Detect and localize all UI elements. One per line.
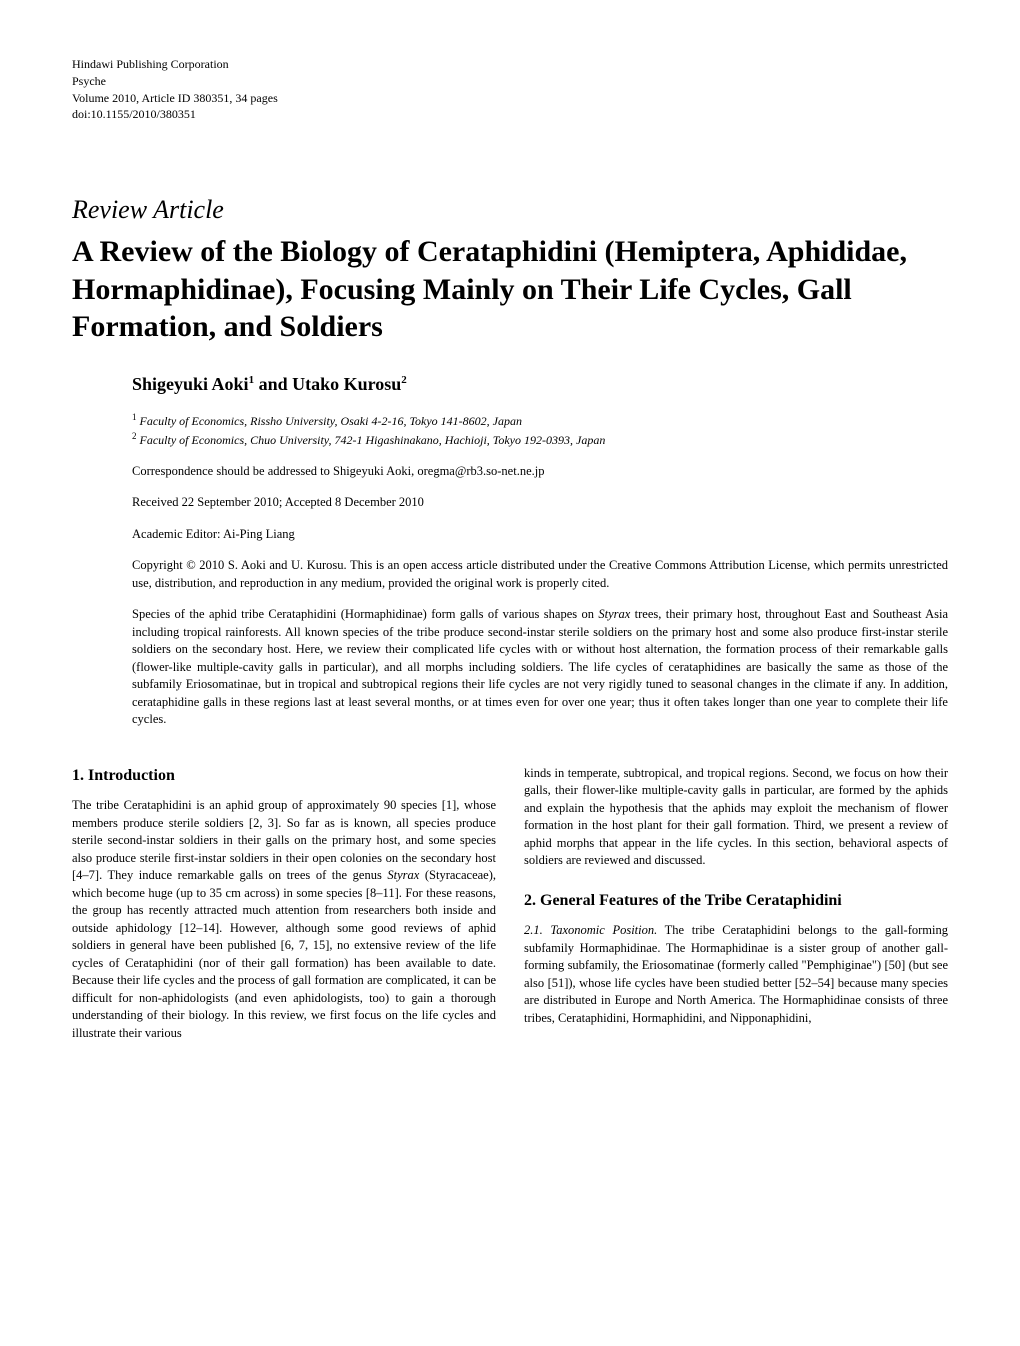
section-heading: 1. Introduction [72, 765, 496, 787]
article-title: A Review of the Biology of Cerataphidini… [72, 233, 948, 346]
affiliations: 1 Faculty of Economics, Rissho Universit… [132, 411, 948, 449]
body-text: The tribe Cerataphidini belongs to the g… [524, 923, 948, 1025]
copyright: Copyright © 2010 S. Aoki and U. Kurosu. … [132, 557, 948, 592]
affiliation: Faculty of Economics, Chuo University, 7… [140, 433, 606, 447]
publisher-line: Hindawi Publishing Corporation [72, 56, 948, 73]
publisher-line: Psyche [72, 73, 948, 90]
publisher-info: Hindawi Publishing Corporation Psyche Vo… [72, 56, 948, 123]
publisher-line: Volume 2010, Article ID 380351, 34 pages [72, 90, 948, 107]
authors: Shigeyuki Aoki1 and Utako Kurosu2 [132, 374, 948, 395]
dates: Received 22 September 2010; Accepted 8 D… [132, 494, 948, 512]
subsection-label: 2.1. Taxonomic Position. [524, 923, 657, 937]
body-columns: 1. Introduction The tribe Cerataphidini … [72, 765, 948, 1042]
body-paragraph: 2.1. Taxonomic Position. The tribe Cerat… [524, 922, 948, 1027]
academic-editor: Academic Editor: Ai-Ping Liang [132, 526, 948, 544]
section-heading: 2. General Features of the Tribe Ceratap… [524, 890, 948, 912]
body-paragraph: kinds in temperate, subtropical, and tro… [524, 765, 948, 870]
abstract: Species of the aphid tribe Cerataphidini… [132, 606, 948, 729]
affiliation: Faculty of Economics, Rissho University,… [140, 414, 523, 428]
column-right: kinds in temperate, subtropical, and tro… [524, 765, 948, 1042]
column-left: 1. Introduction The tribe Cerataphidini … [72, 765, 496, 1042]
body-paragraph: The tribe Cerataphidini is an aphid grou… [72, 797, 496, 1042]
publisher-line: doi:10.1155/2010/380351 [72, 106, 948, 123]
article-type: Review Article [72, 195, 948, 225]
correspondence: Correspondence should be addressed to Sh… [132, 463, 948, 481]
